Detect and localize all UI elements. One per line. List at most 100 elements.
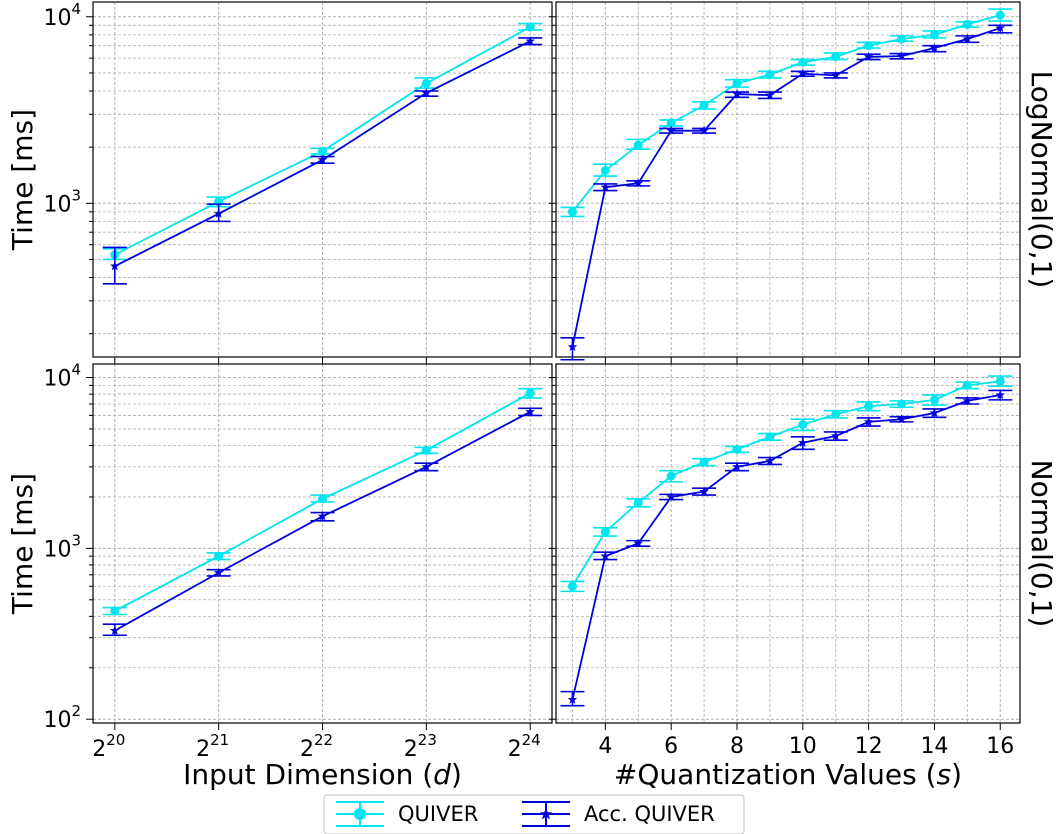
y-tick-label: 103 <box>43 186 81 217</box>
x-tick-label: 4 <box>598 734 612 759</box>
data-point <box>600 165 610 175</box>
data-point <box>525 36 535 46</box>
data-point <box>110 625 120 635</box>
x-axis-label: #Quantization Values (s) <box>614 758 962 791</box>
data-point <box>896 51 907 61</box>
data-point <box>633 498 643 508</box>
data-point <box>666 491 676 501</box>
x-tick-label: 12 <box>855 734 883 759</box>
data-point <box>633 178 644 188</box>
legend-label-acc-quiver: Acc. QUIVER <box>584 802 715 826</box>
x-axis-label: Input Dimension (d) <box>183 758 462 791</box>
data-point <box>110 261 120 271</box>
data-point <box>421 461 432 471</box>
data-point <box>318 146 327 156</box>
series-line <box>571 14 1001 213</box>
data-point <box>896 414 907 424</box>
data-point <box>600 182 611 192</box>
legend-entry-quiver: QUIVER <box>336 801 478 827</box>
data-point <box>317 154 328 164</box>
data-point <box>666 471 676 481</box>
grid-top-right <box>556 2 1020 357</box>
series-acc-quiver <box>560 389 1013 707</box>
series-quiver <box>102 387 543 616</box>
data-point <box>732 444 742 454</box>
series-acc-quiver <box>102 36 543 285</box>
data-point <box>699 100 709 110</box>
series-acc-quiver <box>560 23 1013 361</box>
data-point <box>831 52 841 62</box>
x-tick-label: 220 <box>92 731 125 762</box>
data-point <box>525 388 535 398</box>
data-point <box>962 34 973 44</box>
axes-frame <box>555 363 1021 724</box>
data-point <box>863 51 874 61</box>
data-point <box>732 461 742 471</box>
data-point <box>962 19 972 29</box>
data-point <box>929 395 939 405</box>
data-point <box>600 527 610 537</box>
data-point <box>213 567 224 577</box>
panel-top-left: 103 104 Time [ms] <box>6 0 553 364</box>
data-point <box>317 511 328 521</box>
data-point <box>421 445 431 455</box>
axes-frame <box>92 363 553 724</box>
legend-label-quiver: QUIVER <box>398 802 478 826</box>
data-point <box>567 694 578 704</box>
data-point <box>995 390 1006 400</box>
data-point <box>214 551 224 561</box>
x-tick-label: 10 <box>789 734 817 759</box>
data-point <box>633 140 643 150</box>
x-tick-label: 16 <box>986 734 1014 759</box>
data-point <box>929 43 940 53</box>
y-tick-label: 104 <box>43 0 81 31</box>
data-point <box>863 416 874 426</box>
data-point <box>567 341 578 351</box>
data-point <box>962 395 973 405</box>
data-point <box>213 208 224 218</box>
y-tick-label: 104 <box>43 361 81 392</box>
data-point <box>765 455 775 465</box>
data-point <box>962 380 972 390</box>
data-point <box>929 30 939 40</box>
data-point <box>699 486 709 496</box>
data-point <box>421 88 432 98</box>
data-point <box>831 409 841 419</box>
data-point <box>798 420 808 430</box>
panel-bottom-left: 102 103 104 220 221 222 223 224 Input Dimension … <box>6 361 553 791</box>
grid-bottom-right <box>556 364 1020 723</box>
series-quiver <box>560 375 1013 593</box>
series-line <box>114 26 531 256</box>
data-point <box>567 207 577 217</box>
x-tick-label: 8 <box>730 734 744 759</box>
data-point <box>995 376 1005 386</box>
grid-bottom-left <box>93 364 552 723</box>
data-point <box>798 437 808 447</box>
panel-bottom-right: 4 6 8 10 12 14 16 #Quantization Values (s) Norma… <box>549 363 1058 791</box>
data-point <box>765 90 775 100</box>
data-point <box>864 41 874 51</box>
data-point <box>567 581 577 591</box>
data-point <box>765 70 775 80</box>
data-point <box>765 432 775 442</box>
series-acc-quiver <box>102 406 543 637</box>
grid-top-left <box>93 2 552 357</box>
data-point <box>525 22 535 32</box>
data-point <box>798 68 808 78</box>
data-point <box>318 494 327 504</box>
legend: QUIVER Acc. QUIVER <box>323 794 745 834</box>
data-point <box>897 34 907 44</box>
x-tick-label: 221 <box>196 731 229 762</box>
x-tick-label: 222 <box>300 731 333 762</box>
legend-entry-acc-quiver: Acc. QUIVER <box>522 801 715 827</box>
y-axis-label: Time [ms] <box>6 109 39 251</box>
panel-side-label: LogNormal(0,1) <box>1025 71 1058 289</box>
series-line <box>571 394 1001 700</box>
x-tick-label: 14 <box>920 734 948 759</box>
legend-marker-acc-quiver <box>539 808 553 820</box>
panel-top-right: LogNormal(0,1) <box>549 1 1058 364</box>
data-point <box>666 125 676 135</box>
data-point <box>699 457 709 467</box>
